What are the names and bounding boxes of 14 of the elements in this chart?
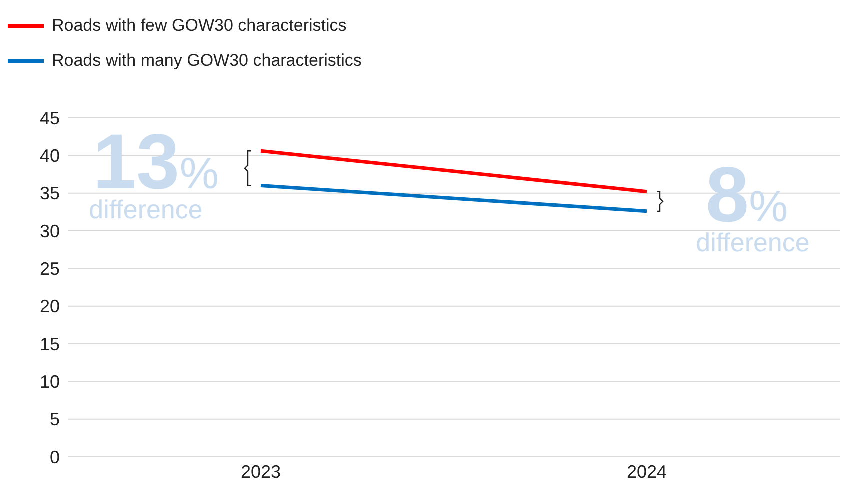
y-tick-label: 30 — [40, 221, 60, 242]
y-tick-label: 20 — [40, 296, 60, 317]
y-tick-label: 25 — [40, 259, 60, 280]
y-tick-label: 40 — [40, 146, 60, 166]
y-tick-label: 45 — [40, 108, 60, 128]
x-tick-label: 2023 — [240, 462, 282, 482]
legend-label: Roads with few GOW30 characteristics — [52, 16, 347, 36]
legend-label: Roads with many GOW30 characteristics — [52, 50, 362, 70]
y-tick-label: 10 — [40, 372, 60, 392]
x-tick-label: 2024 — [626, 462, 668, 482]
y-tick-label: 35 — [40, 184, 60, 204]
y-tick-label: 0 — [50, 447, 60, 468]
y-tick-label: 5 — [50, 410, 60, 430]
y-tick-label: 15 — [40, 334, 60, 354]
